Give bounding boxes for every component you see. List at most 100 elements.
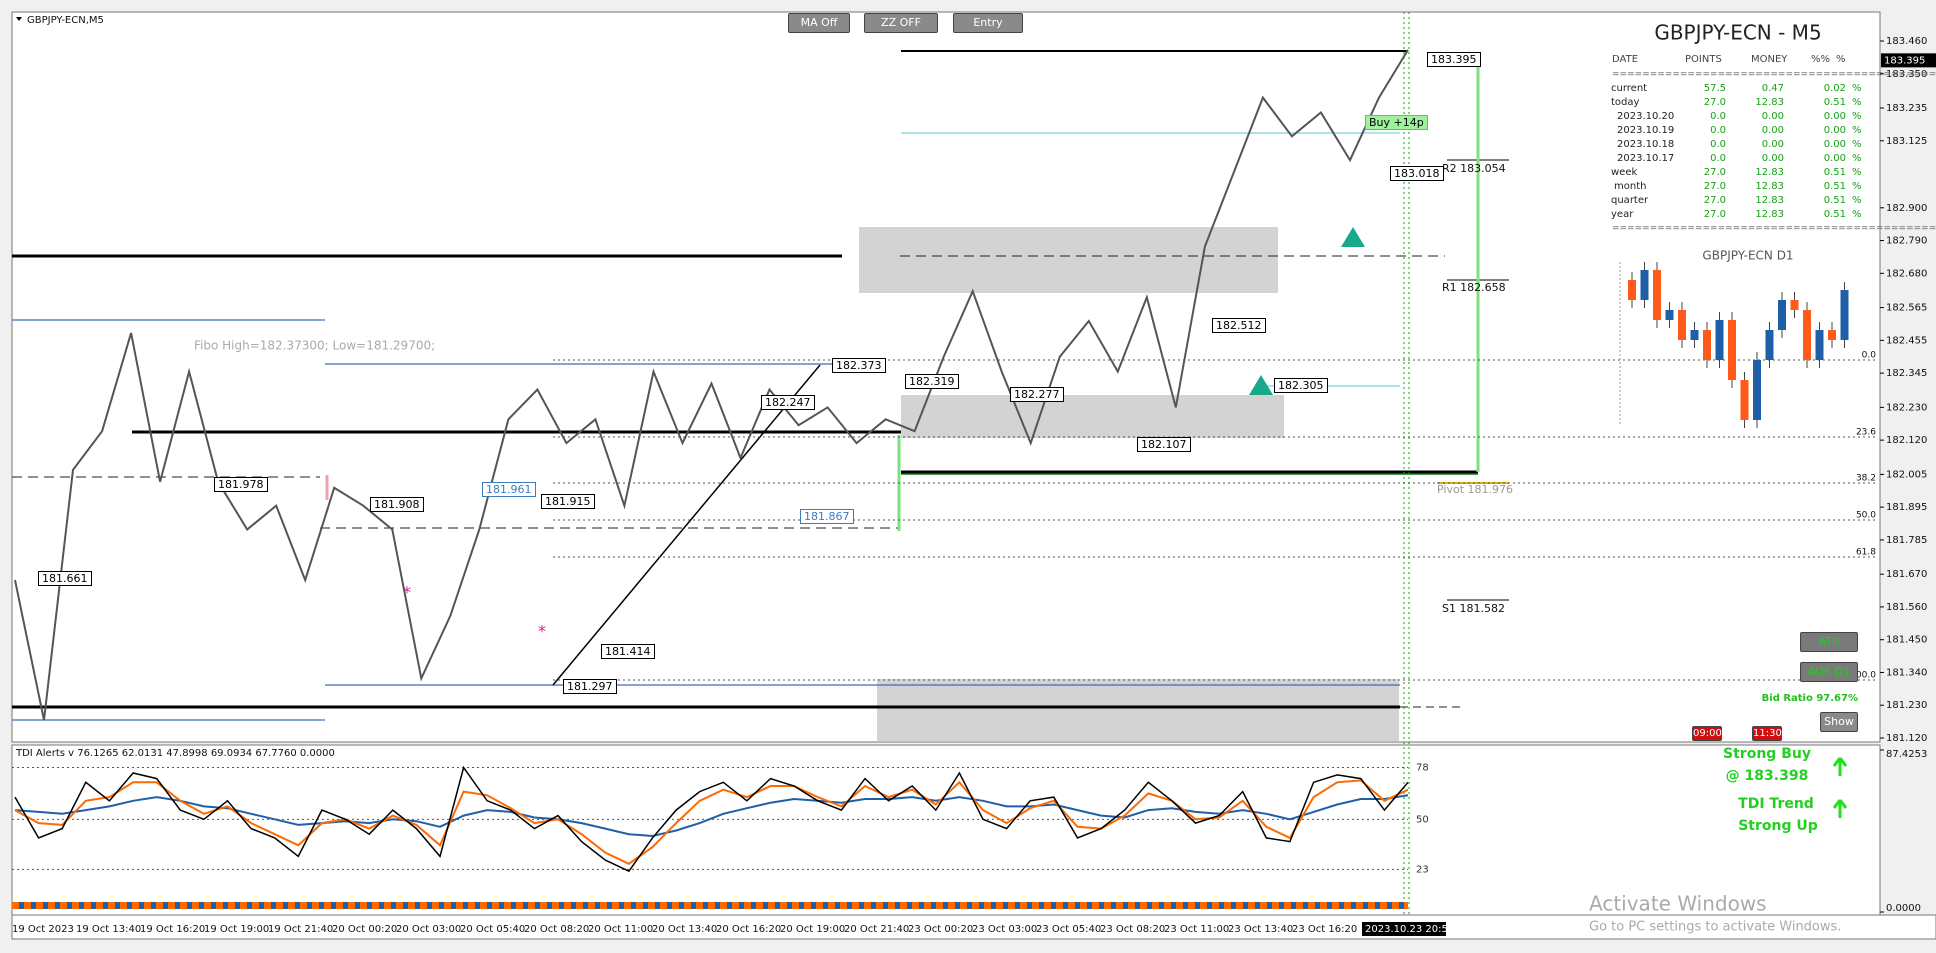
- current-price-box: [1881, 53, 1936, 68]
- tdi-base: [14, 794, 1409, 838]
- level-label: 78: [1416, 762, 1429, 773]
- panel-header: %: [1836, 54, 1846, 65]
- panel-cell: month: [1614, 181, 1646, 192]
- mini-candle: [1640, 270, 1649, 300]
- button[interactable]: ADR D1: [1800, 662, 1858, 682]
- x-tick-label: 19 Oct 16:20: [140, 924, 205, 935]
- signal-text: @ 183.398: [1726, 768, 1809, 784]
- panel-cell: 0.51: [1824, 167, 1846, 178]
- x-tick-label: 20 Oct 19:00: [780, 924, 845, 935]
- separator: ========================================…: [1612, 224, 1936, 234]
- panel-cell: 12.83: [1755, 181, 1784, 192]
- button[interactable]: ATR: [1800, 632, 1858, 652]
- panel-cell: 0.00: [1762, 153, 1784, 164]
- menu-arrow: [16, 17, 22, 21]
- y-tick-label: 182.680: [1886, 268, 1927, 279]
- up-arrow: [1832, 799, 1848, 818]
- y-tick-label: 182.345: [1886, 368, 1927, 379]
- panel-cell: %: [1852, 139, 1862, 150]
- signal-text: Strong Buy: [1723, 746, 1811, 762]
- x-tick-label: 23 Oct 13:40: [1228, 924, 1293, 935]
- panel-cell: 12.83: [1755, 97, 1784, 108]
- price-label: 182.319: [905, 374, 959, 389]
- panel-cell: 0.00: [1824, 125, 1846, 136]
- mini-candle: [1765, 330, 1774, 360]
- x-tick-label: 20 Oct 21:40: [844, 924, 909, 935]
- price-label: 182.247: [761, 395, 815, 410]
- price-label: 182.107: [1137, 437, 1191, 452]
- signal-text: Strong Up: [1738, 818, 1818, 834]
- price-label: 183.018: [1390, 166, 1444, 181]
- pivot-label: R2 183.054: [1442, 162, 1506, 175]
- watermark-subtitle: Go to PC settings to activate Windows.: [1589, 920, 1841, 935]
- panel-cell: %: [1852, 125, 1862, 136]
- separator: ========================================…: [1612, 70, 1936, 80]
- y-tick-label: 182.120: [1886, 435, 1927, 446]
- fib-label: 23.6: [1856, 428, 1876, 438]
- mini-candle: [1715, 320, 1724, 360]
- x-tick-label: 20 Oct 00:20: [332, 924, 397, 935]
- mini-candle: [1653, 270, 1661, 320]
- x-tick-label: 23 Oct 16:20: [1292, 924, 1357, 935]
- button[interactable]: Entry: [953, 13, 1023, 33]
- panel-cell: %: [1852, 209, 1862, 220]
- x-tick-label: 23 Oct 03:00: [972, 924, 1037, 935]
- panel-cell: 0.00: [1824, 139, 1846, 150]
- level-label: 50: [1416, 814, 1429, 825]
- price-label: 181.978: [214, 477, 268, 492]
- mini-candle: [1828, 330, 1836, 340]
- fib-label: 38.2: [1856, 474, 1876, 484]
- panel-cell: current: [1611, 83, 1647, 94]
- panel-cell: 27.0: [1704, 181, 1726, 192]
- fibo-text: Fibo High=182.37300; Low=181.29700;: [194, 339, 435, 353]
- mini-candle: [1690, 330, 1699, 340]
- panel-header: DATE: [1612, 54, 1638, 65]
- y-tick-label: 0.0000: [1886, 903, 1921, 914]
- mini-candle: [1840, 290, 1849, 340]
- level-lines: [12, 12, 1509, 915]
- zone: [859, 227, 1278, 293]
- session-tag: 09:00: [1692, 726, 1722, 741]
- trend-line: [552, 364, 821, 686]
- x-tick-label: 20 Oct 05:40: [460, 924, 525, 935]
- panel-cell: 0.00: [1824, 111, 1846, 122]
- panel-cell: 0.0: [1710, 111, 1726, 122]
- panel-cell: 12.83: [1755, 167, 1784, 178]
- price-label: 182.277: [1010, 387, 1064, 402]
- panel-cell: 2023.10.20: [1617, 111, 1674, 122]
- x-tick-label: 20 Oct 16:20: [716, 924, 781, 935]
- panel-cell: year: [1611, 209, 1634, 220]
- button[interactable]: Show: [1820, 712, 1858, 732]
- y-tick-label: 182.900: [1886, 203, 1927, 214]
- mini-candle: [1803, 310, 1811, 360]
- current-price-label: 183.395: [1884, 55, 1925, 66]
- x-tick-label: 19 Oct 21:40: [268, 924, 333, 935]
- time-axis-bg: [11, 914, 1936, 940]
- signal-triangle: [1341, 227, 1365, 247]
- x-tick-label: 23 Oct 05:40: [1036, 924, 1101, 935]
- button[interactable]: MA Off: [788, 13, 850, 33]
- mini-candle: [1740, 380, 1749, 420]
- y-tick-label: 181.340: [1886, 667, 1927, 678]
- y-tick-label: 182.455: [1886, 335, 1927, 346]
- panel-cell: 0.00: [1762, 111, 1784, 122]
- panel-header: MONEY: [1751, 54, 1788, 65]
- x-tick-label: 20 Oct 08:20: [524, 924, 589, 935]
- mini-candle: [1790, 300, 1799, 310]
- button[interactable]: ZZ OFF: [864, 13, 938, 33]
- panel-cell: 27.0: [1704, 209, 1726, 220]
- panel-cell: 2023.10.17: [1617, 153, 1674, 164]
- panel-cell: 0.51: [1824, 209, 1846, 220]
- level-label: 23: [1416, 864, 1429, 875]
- panel-cell: 0.02: [1824, 83, 1846, 94]
- panel-cell: 0.00: [1762, 125, 1784, 136]
- panel-cell: 0.0: [1710, 153, 1726, 164]
- signal-text: TDI Trend: [1738, 796, 1814, 812]
- panel-cell: 0.51: [1824, 181, 1846, 192]
- panel-cell: 0.51: [1824, 97, 1846, 108]
- pivot-label: Pivot 181.976: [1437, 483, 1513, 496]
- up-arrow: [1832, 757, 1848, 776]
- pivot-label: R1 182.658: [1442, 281, 1506, 294]
